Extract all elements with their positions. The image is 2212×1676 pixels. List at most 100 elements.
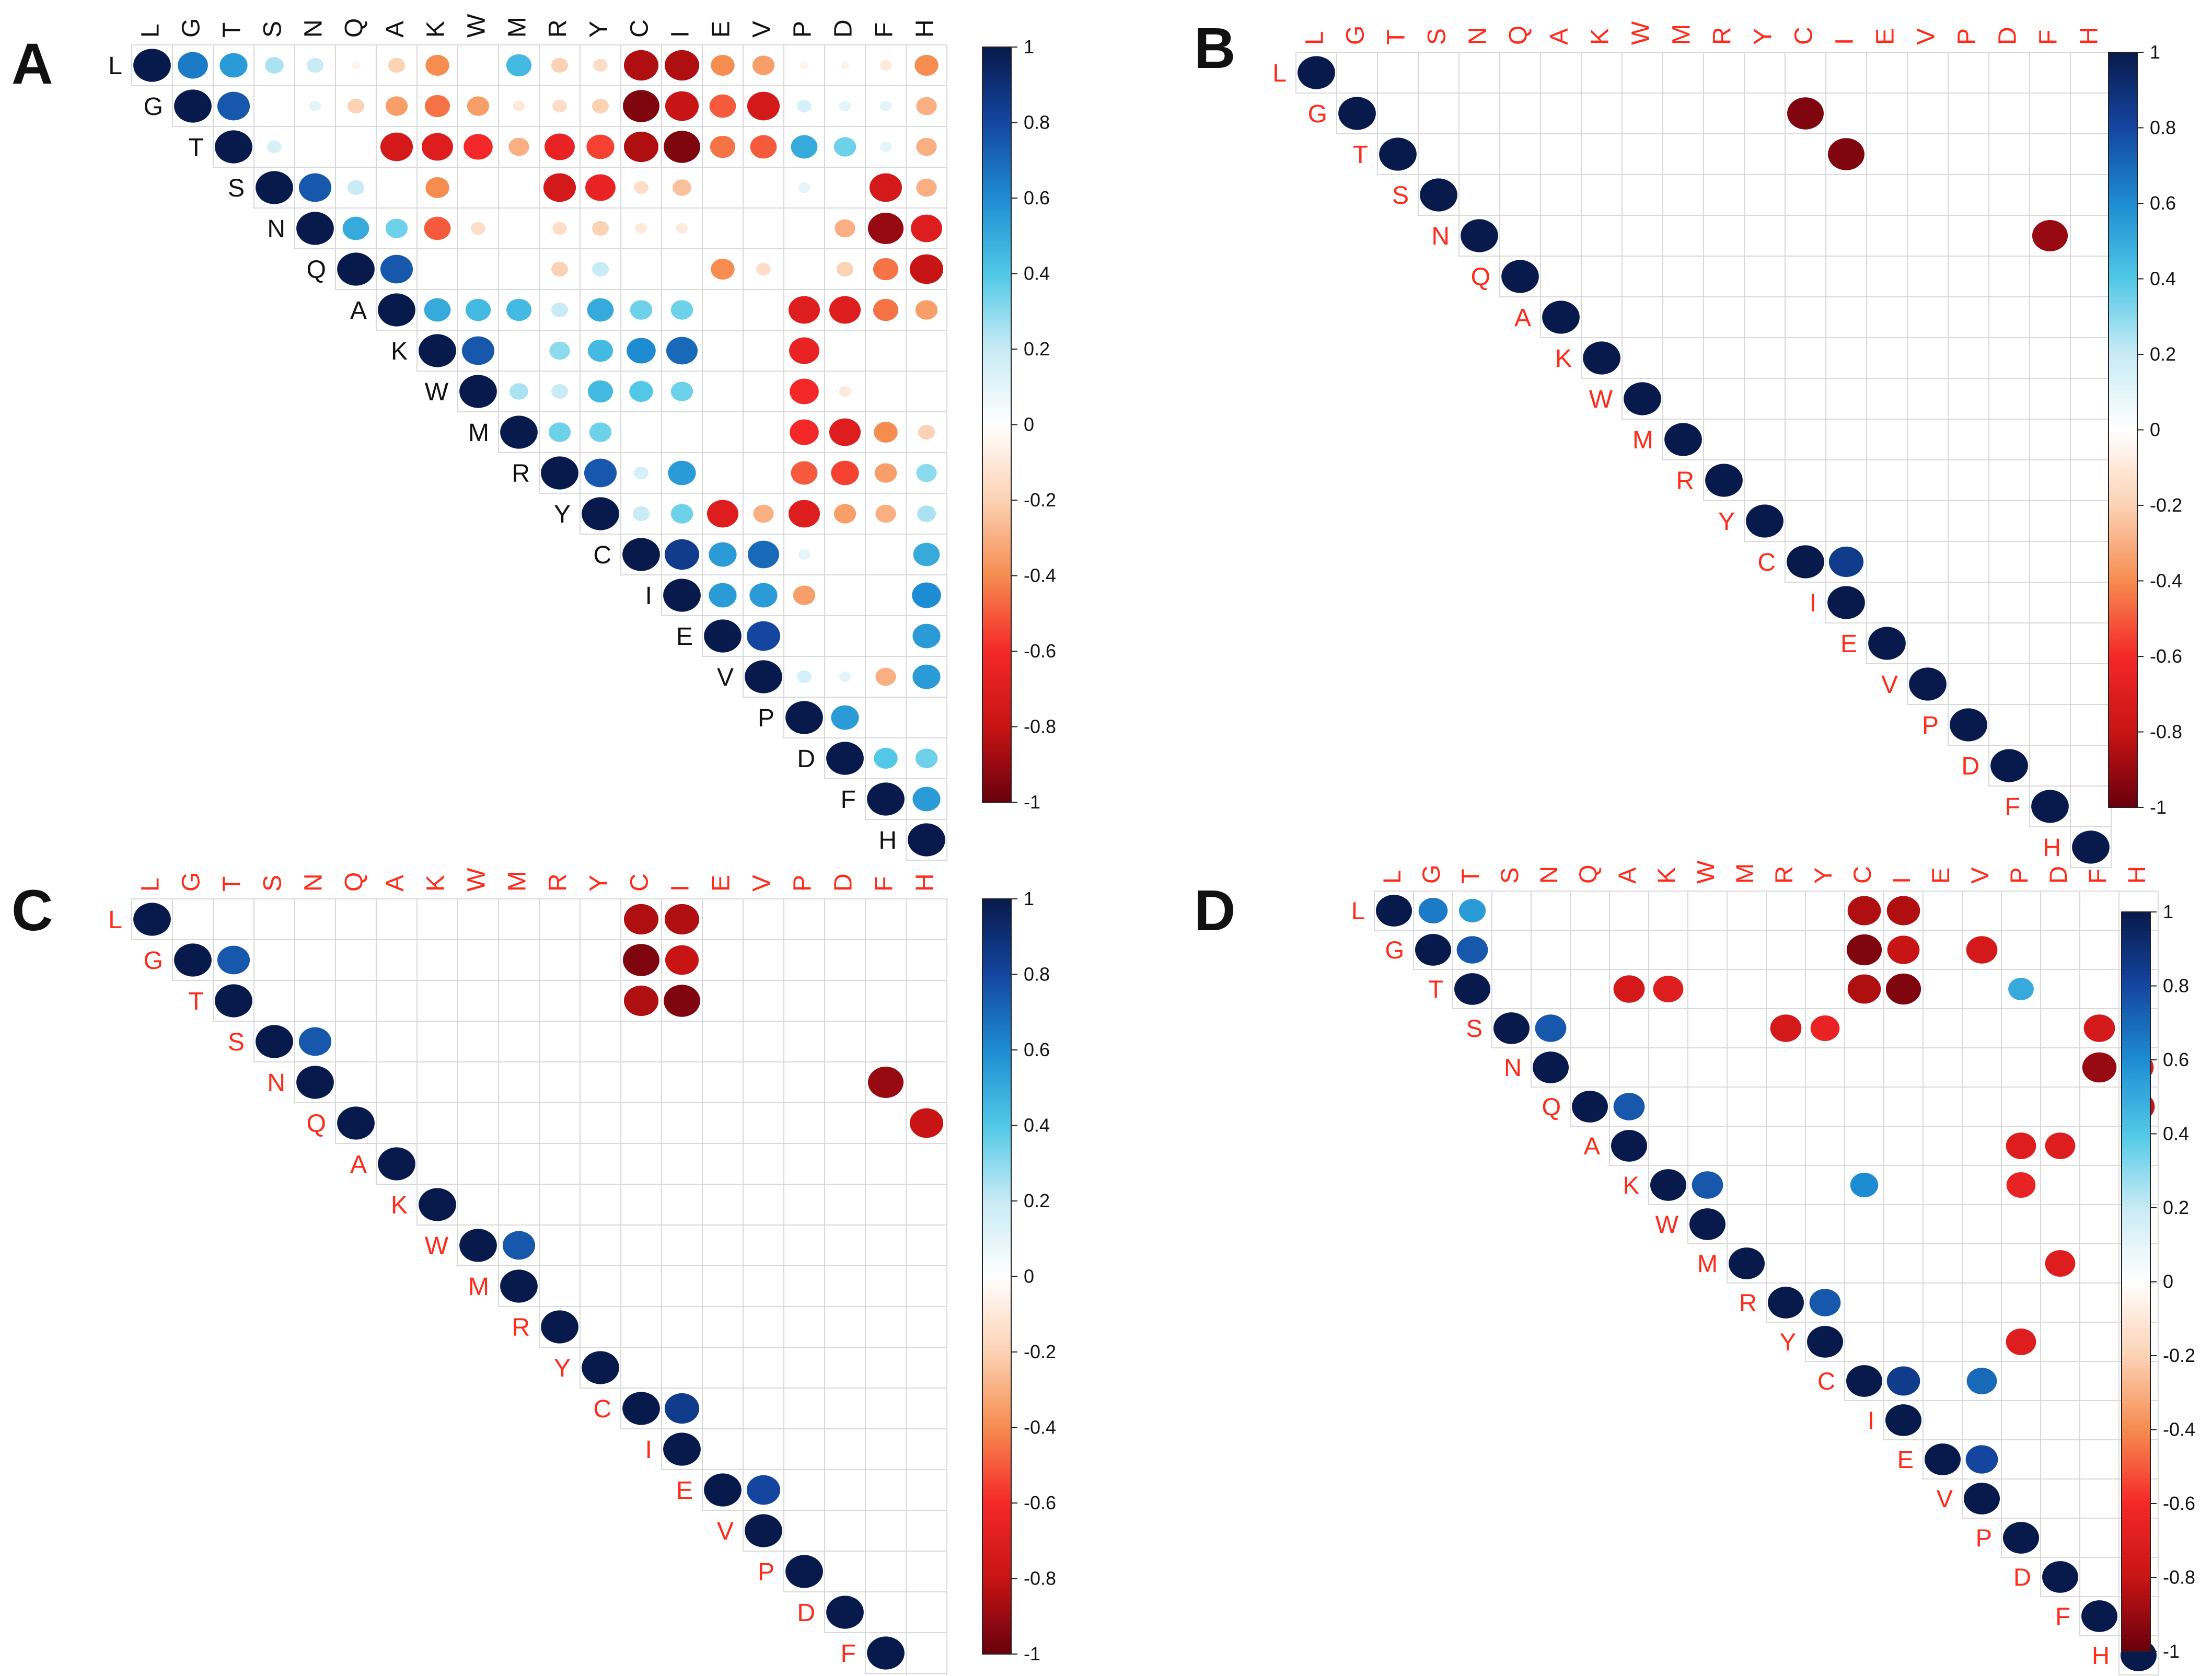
grid-cell <box>865 1143 907 1185</box>
correlation-circle <box>298 173 332 202</box>
grid-cell <box>1622 296 1663 338</box>
correlation-circle <box>797 99 812 113</box>
column-label: A <box>1546 28 1573 45</box>
grid-cell <box>1540 256 1582 297</box>
diagonal-circle <box>174 943 212 977</box>
grid-cell <box>906 330 947 372</box>
grid-cell <box>1570 930 1610 970</box>
grid-cell <box>2029 419 2071 460</box>
grid-cell <box>783 1306 825 1348</box>
correlation-circle <box>465 298 491 321</box>
column-label: G <box>1417 864 1445 884</box>
row-label: L <box>108 52 122 80</box>
grid-cell <box>1540 174 1582 216</box>
grid-cell <box>743 330 784 372</box>
grid-cell <box>580 1184 621 1226</box>
correlation-circle <box>873 258 899 281</box>
grid-cell <box>1948 582 1989 623</box>
grid-cell <box>2070 93 2112 134</box>
grid-cell <box>335 1021 377 1062</box>
grid-cell <box>1948 256 1989 297</box>
grid-cell <box>1988 215 2030 257</box>
column-label: A <box>1613 867 1641 884</box>
diagonal-circle <box>2031 790 2069 823</box>
grid-cell <box>2070 52 2112 94</box>
colorbar-tick-label: -0.8 <box>2163 1567 2195 1588</box>
grid-cell <box>1805 1126 1845 1166</box>
diagonal-circle <box>541 1310 578 1344</box>
row-label: Q <box>1542 1093 1561 1120</box>
grid-cell <box>620 411 662 453</box>
row-label: I <box>1868 1406 1874 1434</box>
correlation-circle <box>800 61 809 70</box>
grid-cell <box>2070 296 2112 338</box>
grid-cell <box>1883 1282 1924 1323</box>
correlation-circle <box>388 57 406 73</box>
column-label: Y <box>1750 28 1777 45</box>
grid-cell <box>2079 930 2120 970</box>
grid-cell <box>457 980 499 1022</box>
diagonal-circle <box>378 1147 415 1181</box>
grid-cell <box>1907 541 1949 583</box>
grid-cell <box>1805 891 1845 931</box>
correlation-circle <box>347 180 365 195</box>
grid-cell <box>906 898 947 940</box>
grid-cell <box>1785 256 1826 297</box>
diagonal-circle <box>1964 1483 2000 1515</box>
column-label: N <box>1535 866 1562 884</box>
grid-cell <box>1948 337 1989 379</box>
correlation-circle <box>788 500 820 528</box>
grid-cell <box>1988 541 2030 583</box>
grid <box>1374 891 2159 1675</box>
grid-cell <box>1962 1243 2002 1284</box>
correlation-circle <box>421 133 454 161</box>
column-label: Q <box>1574 864 1602 884</box>
grid-cell <box>1866 541 1908 583</box>
grid-cell <box>1866 93 1908 134</box>
grid-cell <box>702 1021 744 1062</box>
diagonal-circle <box>337 252 375 286</box>
grid-cell <box>1825 52 1867 94</box>
correlation-circle <box>347 98 365 114</box>
colorbar-tick-label: 0.4 <box>2163 1123 2189 1145</box>
correlation-circle <box>879 142 892 152</box>
grid-cell <box>1622 215 1663 257</box>
grid-cell <box>457 1021 499 1062</box>
grid-cell <box>1648 930 1688 970</box>
grid-cell <box>1727 1047 1767 1088</box>
grid-cell <box>1491 969 1532 1009</box>
grid-cell <box>1540 52 1582 94</box>
grid-cell <box>1785 174 1826 216</box>
correlation-circle <box>2008 978 2034 1000</box>
grid-cell <box>1948 133 1989 175</box>
correlation-circle <box>874 422 898 443</box>
correlation-circle <box>2032 220 2068 251</box>
grid-cell <box>906 1265 947 1307</box>
grid-cell <box>1866 582 1908 623</box>
panel-d: DL G T S N Q A K W M R Y C I E V P D F HLGTSNQAKWMRYCIEVPDF… <box>1194 860 2195 1675</box>
column-label: P <box>789 875 817 892</box>
diagonal-circle <box>1338 97 1376 130</box>
grid-cell <box>539 1224 581 1266</box>
row-label: M <box>468 1273 489 1301</box>
row-label: P <box>1922 712 1939 739</box>
grid-cell <box>1923 1322 1963 1362</box>
grid-cell <box>1923 1008 1963 1048</box>
grid-cell <box>1948 541 1989 583</box>
colorbar-tick-label: 0.6 <box>1024 1039 1050 1060</box>
grid-cell <box>1622 52 1663 94</box>
grid-cell <box>743 167 784 209</box>
grid-cell <box>743 1306 784 1348</box>
grid-cell <box>2079 1165 2120 1205</box>
grid-cell <box>702 411 744 453</box>
grid-cell <box>1883 1047 1924 1088</box>
column-label: F <box>871 22 898 38</box>
grid-cell <box>1377 93 1419 134</box>
grid-cell <box>1744 296 1786 338</box>
correlation-circle <box>629 381 653 402</box>
grid-cell <box>783 1224 825 1266</box>
grid-cell <box>2079 1439 2120 1479</box>
grid-cell <box>2040 1086 2080 1127</box>
colorbar-tick-label: -0.2 <box>2150 494 2182 516</box>
row-label: S <box>228 1028 245 1056</box>
